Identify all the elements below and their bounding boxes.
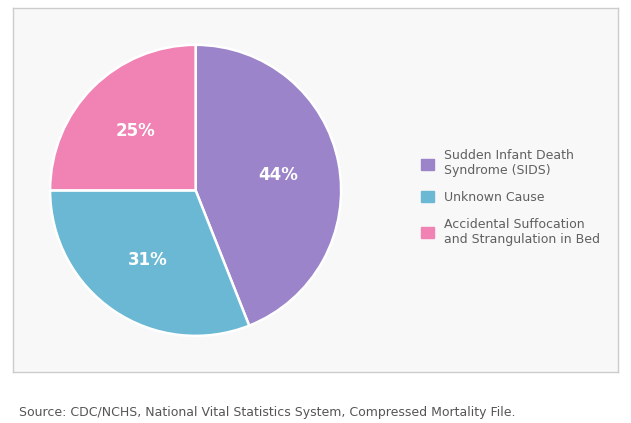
Text: 31%: 31%: [128, 251, 168, 269]
Legend: Sudden Infant Death
Syndrome (SIDS), Unknown Cause, Accidental Suffocation
and S: Sudden Infant Death Syndrome (SIDS), Unk…: [415, 143, 606, 252]
Wedge shape: [50, 45, 196, 190]
Wedge shape: [196, 45, 341, 326]
Text: 25%: 25%: [116, 122, 156, 140]
Wedge shape: [50, 190, 249, 336]
Text: Source: CDC/NCHS, National Vital Statistics System, Compressed Mortality File.: Source: CDC/NCHS, National Vital Statist…: [19, 406, 516, 419]
Text: 44%: 44%: [259, 165, 298, 184]
